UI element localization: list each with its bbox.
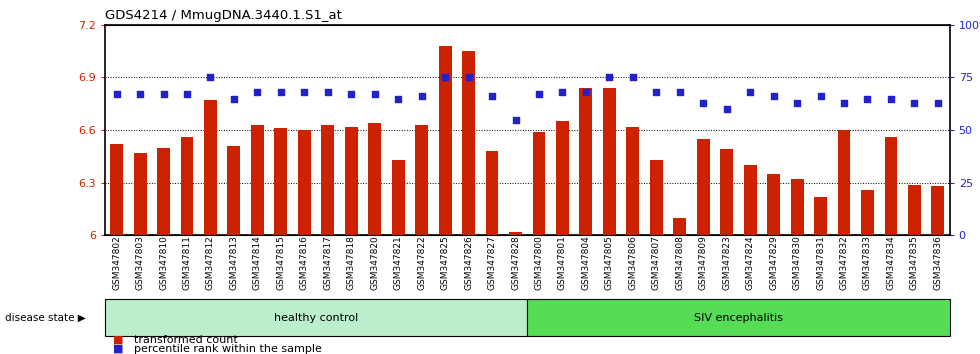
Bar	[368, 123, 381, 235]
Point	[179, 91, 195, 97]
Text: percentile rank within the sample: percentile rank within the sample	[134, 344, 322, 354]
Text: SIV encephalitis: SIV encephalitis	[694, 313, 783, 323]
Bar	[251, 125, 264, 235]
Bar	[439, 46, 452, 235]
Bar	[345, 127, 358, 235]
Bar	[650, 160, 662, 235]
Bar	[298, 130, 311, 235]
Point	[367, 91, 382, 97]
Bar	[180, 137, 193, 235]
Text: transformed count: transformed count	[134, 335, 238, 345]
Bar	[838, 130, 851, 235]
Point	[109, 91, 124, 97]
Point	[343, 91, 359, 97]
Text: healthy control: healthy control	[274, 313, 358, 323]
Text: ■: ■	[113, 344, 123, 354]
Bar	[603, 88, 615, 235]
Point	[531, 91, 547, 97]
Bar	[227, 146, 240, 235]
Point	[836, 100, 852, 105]
Point	[719, 106, 735, 112]
Bar	[767, 174, 780, 235]
Point	[555, 89, 570, 95]
Point	[930, 100, 946, 105]
Bar	[556, 121, 569, 235]
Bar	[861, 190, 874, 235]
Bar	[392, 160, 405, 235]
Point	[203, 75, 219, 80]
Point	[461, 75, 476, 80]
Bar	[485, 151, 499, 235]
Point	[437, 75, 453, 80]
Point	[578, 89, 594, 95]
Point	[602, 75, 617, 80]
Bar	[463, 51, 475, 235]
Bar	[133, 153, 147, 235]
Text: ■: ■	[113, 335, 123, 345]
Point	[625, 75, 641, 80]
Point	[414, 93, 429, 99]
Bar	[321, 125, 334, 235]
Bar	[907, 184, 921, 235]
Point	[883, 96, 899, 101]
Point	[273, 89, 289, 95]
Bar	[626, 127, 639, 235]
Point	[649, 89, 664, 95]
Bar	[744, 165, 757, 235]
Point	[812, 93, 828, 99]
Bar	[509, 232, 522, 235]
Point	[508, 117, 523, 122]
Text: disease state ▶: disease state ▶	[5, 313, 85, 323]
Point	[765, 93, 781, 99]
Point	[906, 100, 922, 105]
Bar	[673, 218, 686, 235]
Point	[696, 100, 711, 105]
Point	[156, 91, 171, 97]
Point	[390, 96, 406, 101]
Bar	[416, 125, 428, 235]
Text: GDS4214 / MmugDNA.3440.1.S1_at: GDS4214 / MmugDNA.3440.1.S1_at	[105, 9, 342, 22]
Bar	[157, 148, 170, 235]
Point	[132, 91, 148, 97]
Bar	[885, 137, 898, 235]
Bar	[527, 299, 950, 336]
Bar	[204, 100, 217, 235]
Bar	[579, 88, 592, 235]
Point	[226, 96, 242, 101]
Bar	[697, 139, 710, 235]
Point	[297, 89, 313, 95]
Bar	[532, 132, 546, 235]
Point	[859, 96, 875, 101]
Point	[319, 89, 335, 95]
Point	[672, 89, 688, 95]
Bar	[720, 149, 733, 235]
Point	[742, 89, 758, 95]
Bar	[931, 186, 945, 235]
Bar	[814, 197, 827, 235]
Point	[484, 93, 500, 99]
Point	[789, 100, 805, 105]
Bar	[110, 144, 123, 235]
Bar	[274, 129, 287, 235]
Bar	[791, 179, 804, 235]
Point	[250, 89, 266, 95]
Bar	[105, 299, 527, 336]
